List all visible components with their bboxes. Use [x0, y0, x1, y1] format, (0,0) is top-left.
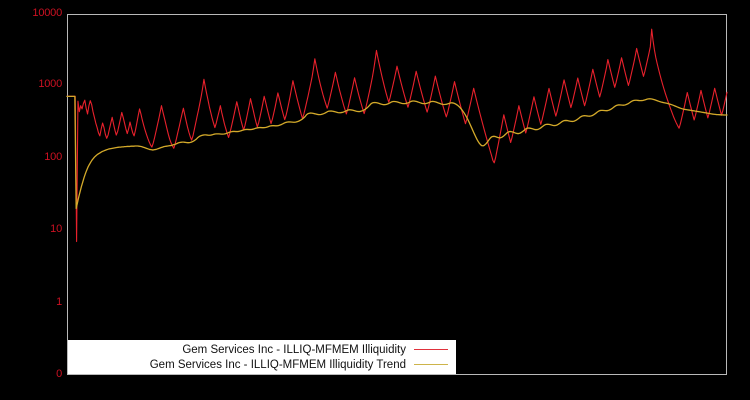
legend-item-illiquidity[interactable]: Gem Services Inc - ILLIQ-MFMEM Illiquidi…: [68, 342, 456, 357]
legend: Gem Services Inc - ILLIQ-MFMEM Illiquidi…: [68, 340, 456, 374]
y-axis-tick-10000: 10000: [32, 7, 62, 19]
legend-swatch-illiquidity-trend: [414, 364, 448, 365]
y-axis-tick-100: 100: [44, 150, 62, 163]
series-line-illiquidity: [66, 28, 728, 243]
y-axis-tick-0: 0: [56, 368, 62, 380]
legend-item-illiquidity-trend[interactable]: Gem Services Inc - ILLIQ-MFMEM Illiquidi…: [68, 357, 456, 372]
y-axis-tick-1: 1: [56, 295, 62, 308]
plot-frame: [67, 14, 727, 375]
legend-label-illiquidity-trend: Gem Services Inc - ILLIQ-MFMEM Illiquidi…: [149, 358, 406, 371]
y-axis-tick-labels: 10000 1000 100 10 1 0: [0, 0, 62, 400]
legend-swatch-illiquidity: [414, 349, 448, 350]
y-axis-tick-1000: 1000: [38, 78, 62, 91]
legend-label-illiquidity: Gem Services Inc - ILLIQ-MFMEM Illiquidi…: [182, 343, 406, 356]
series-line-illiquidity-trend: [66, 95, 728, 210]
y-axis-tick-10: 10: [50, 223, 62, 236]
